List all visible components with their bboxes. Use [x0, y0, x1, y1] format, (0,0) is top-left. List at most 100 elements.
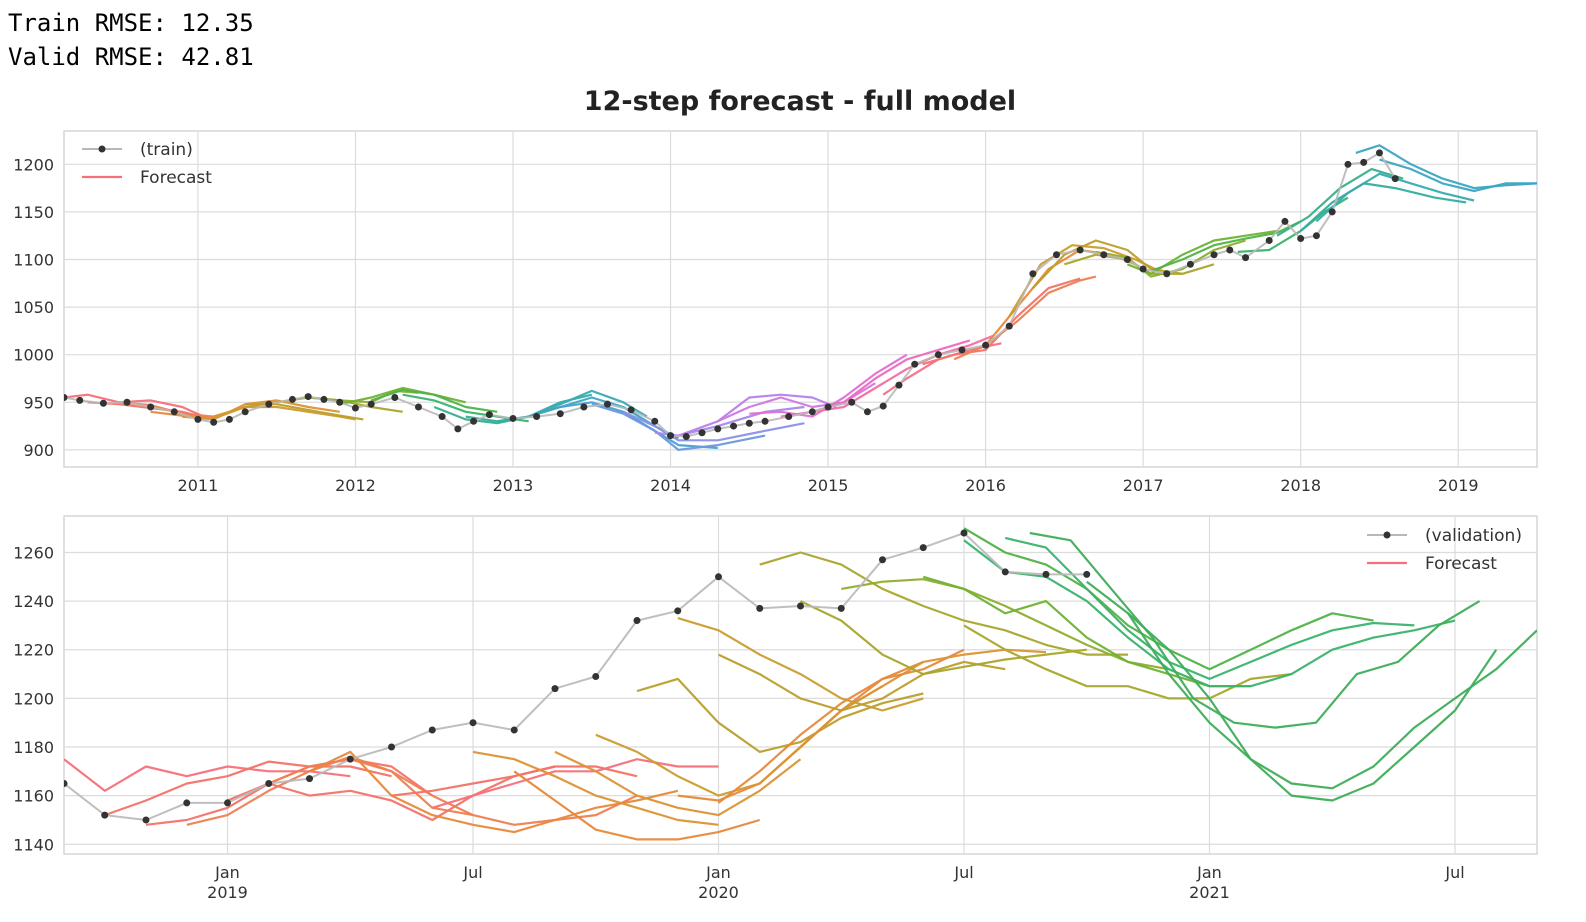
- actual-data-point: [982, 341, 990, 349]
- actual-data-point: [1123, 255, 1131, 263]
- forecast-line: [186, 755, 474, 826]
- actual-data-point: [1297, 235, 1305, 243]
- actual-data-point: [879, 402, 887, 410]
- actual-data-point: [1210, 251, 1218, 259]
- actual-data-point: [454, 425, 462, 433]
- actual-data-point: [797, 602, 804, 610]
- actual-data-point: [1391, 175, 1399, 183]
- actual-data-point: [878, 556, 886, 564]
- y-tick-label: 1240: [13, 592, 54, 611]
- actual-data-point: [387, 743, 395, 751]
- actual-data-point: [714, 425, 722, 433]
- y-tick-label: 1160: [13, 787, 54, 806]
- actual-data-point: [1042, 570, 1050, 578]
- forecast-line: [1029, 531, 1481, 729]
- forecast-line: [104, 760, 392, 817]
- forecast-line: [309, 750, 679, 834]
- actual-data-point: [123, 398, 131, 406]
- actual-data-point: [183, 799, 191, 807]
- forecast-line: [339, 386, 466, 406]
- actual-data-point: [1186, 260, 1194, 268]
- actual-data-point: [391, 394, 399, 402]
- actual-data-point: [808, 408, 816, 416]
- actual-data-point: [147, 403, 155, 411]
- forecast-line: [718, 653, 1006, 712]
- actual-data-point: [1242, 254, 1250, 262]
- actual-data-point: [64, 779, 68, 787]
- actual-data-point: [895, 381, 903, 389]
- legend-label: Forecast: [140, 168, 212, 188]
- forecast-line: [953, 275, 1097, 361]
- forecast-line: [182, 399, 340, 421]
- forecast-line: [1126, 229, 1278, 275]
- y-tick-label: 1180: [13, 738, 54, 757]
- forecast-line: [1150, 220, 1302, 272]
- forecast-line: [591, 403, 766, 451]
- actual-data-point: [934, 351, 942, 359]
- actual-data-point: [551, 685, 559, 693]
- y-tick-label: 1200: [13, 155, 54, 174]
- actual-data-point: [1375, 149, 1383, 157]
- actual-data-point: [414, 403, 422, 411]
- actual-data-point: [170, 408, 178, 416]
- legend-label: (validation): [1425, 526, 1522, 546]
- y-tick-label: 1260: [13, 543, 54, 562]
- actual-data-point: [1312, 232, 1320, 240]
- x-tick-label: Jul: [1444, 863, 1464, 882]
- legend-label: (train): [140, 140, 193, 160]
- actual-data-point: [438, 413, 446, 421]
- actual-data-point: [320, 395, 328, 403]
- y-tick-label: 1100: [13, 250, 54, 269]
- actual-data-point: [730, 422, 738, 430]
- x-tick-label: 2017: [1123, 476, 1164, 495]
- actual-data-point: [1281, 217, 1289, 225]
- actual-series-line: [64, 531, 1087, 822]
- actual-data-point: [761, 417, 769, 425]
- actual-data-point: [485, 411, 493, 419]
- actual-data-point: [469, 719, 477, 727]
- forecast-line: [1355, 144, 1537, 190]
- forecast-line: [678, 393, 837, 437]
- train-rmse-text: Train RMSE: 12.35: [8, 9, 254, 37]
- actual-data-point: [76, 396, 84, 404]
- actual-data-point: [1328, 208, 1336, 216]
- actual-data-point: [715, 573, 723, 581]
- actual-data-point: [651, 417, 659, 425]
- y-tick-label: 1050: [13, 298, 54, 317]
- forecast-line: [1379, 158, 1537, 193]
- actual-data-point: [848, 398, 856, 406]
- actual-data-point: [958, 346, 966, 354]
- forecast-line: [472, 750, 719, 826]
- legend-actual-marker: [98, 145, 106, 153]
- y-tick-label: 1150: [13, 203, 54, 222]
- actual-data-point: [367, 400, 375, 408]
- y-tick-label: 1140: [13, 835, 54, 854]
- actual-data-point: [1344, 160, 1352, 168]
- forecast-line: [370, 388, 498, 413]
- actual-data-point: [210, 418, 218, 426]
- actual-data-point: [241, 408, 249, 416]
- actual-data-point: [745, 419, 753, 427]
- actual-data-point: [1005, 322, 1013, 330]
- actual-data-point: [919, 544, 927, 552]
- actual-data-point: [863, 408, 871, 416]
- actual-data-point: [1083, 570, 1091, 578]
- forecast-line: [717, 648, 965, 804]
- actual-data-point: [1001, 568, 1009, 576]
- actual-data-point: [824, 403, 832, 411]
- actual-data-point: [592, 672, 600, 680]
- x-tick-label: 2014: [650, 476, 691, 495]
- plot-area: [63, 130, 1538, 468]
- y-tick-label: 1220: [13, 641, 54, 660]
- plot-area: [63, 515, 1538, 855]
- actual-data-point: [674, 607, 682, 615]
- actual-data-point: [99, 399, 107, 407]
- actual-data-point: [1360, 158, 1368, 166]
- actual-data-point: [1139, 265, 1147, 273]
- actual-data-point: [304, 393, 312, 401]
- forecast-line: [64, 393, 207, 419]
- forecast-line: [1299, 182, 1467, 232]
- actual-data-point: [580, 403, 588, 411]
- forecast-line: [391, 765, 638, 797]
